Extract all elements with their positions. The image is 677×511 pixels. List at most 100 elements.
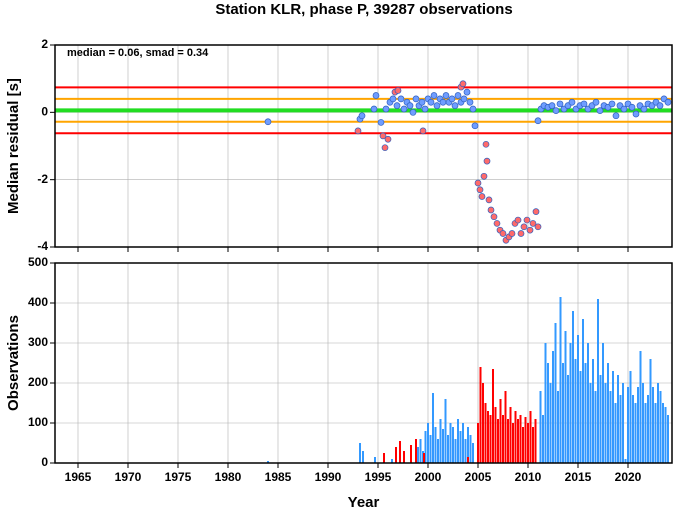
point bbox=[476, 186, 484, 194]
bar bbox=[534, 419, 537, 463]
point bbox=[454, 92, 462, 99]
bar bbox=[642, 383, 644, 463]
point bbox=[482, 140, 490, 148]
point bbox=[264, 118, 272, 126]
bar bbox=[544, 343, 547, 463]
point bbox=[529, 220, 537, 227]
bar bbox=[639, 351, 642, 463]
point bbox=[439, 98, 447, 106]
bar bbox=[462, 423, 464, 463]
point bbox=[628, 103, 636, 111]
bar bbox=[529, 411, 532, 463]
x-tick-label: 2005 bbox=[465, 470, 492, 484]
bar bbox=[267, 461, 269, 463]
bar bbox=[417, 447, 419, 463]
point bbox=[358, 112, 366, 120]
bar bbox=[524, 417, 527, 463]
y-tick-label: 0 bbox=[41, 455, 48, 469]
bar bbox=[484, 403, 487, 463]
bar bbox=[519, 415, 522, 463]
bar bbox=[612, 371, 614, 463]
y-tick-label: 0 bbox=[41, 105, 48, 119]
bar bbox=[622, 383, 624, 463]
point bbox=[499, 230, 507, 237]
point bbox=[471, 122, 479, 130]
bar bbox=[572, 311, 574, 463]
bar bbox=[383, 453, 385, 463]
bar bbox=[657, 383, 659, 463]
bar bbox=[517, 419, 519, 463]
bar bbox=[522, 427, 524, 463]
point bbox=[354, 127, 362, 135]
point bbox=[487, 206, 495, 214]
point bbox=[534, 117, 542, 125]
x-tick-label: 2020 bbox=[615, 470, 642, 484]
point bbox=[656, 102, 664, 109]
point bbox=[483, 157, 491, 165]
point bbox=[612, 112, 620, 120]
point bbox=[548, 102, 556, 109]
bar bbox=[452, 427, 454, 463]
point bbox=[592, 98, 600, 106]
bar bbox=[557, 391, 559, 463]
point bbox=[596, 107, 604, 115]
bar bbox=[444, 399, 447, 463]
bar bbox=[429, 435, 432, 463]
y-tick-label: 2 bbox=[41, 37, 48, 51]
bar bbox=[509, 407, 512, 463]
point bbox=[372, 92, 380, 99]
bar bbox=[459, 431, 462, 463]
bar bbox=[614, 403, 617, 463]
bar bbox=[419, 439, 422, 463]
point bbox=[556, 100, 564, 108]
point bbox=[421, 105, 429, 113]
x-tick-label: 2015 bbox=[565, 470, 592, 484]
x-tick-label: 2010 bbox=[515, 470, 542, 484]
bar bbox=[467, 457, 469, 463]
bar bbox=[597, 299, 599, 463]
point bbox=[523, 216, 531, 224]
bar bbox=[577, 335, 579, 463]
point bbox=[397, 95, 405, 103]
bar bbox=[624, 459, 627, 463]
bar bbox=[584, 363, 587, 463]
point bbox=[451, 102, 459, 109]
bar bbox=[477, 423, 479, 463]
bar bbox=[629, 371, 632, 463]
y-axis-label: Median residual [s] bbox=[5, 78, 22, 214]
bar bbox=[432, 393, 434, 463]
bar bbox=[487, 411, 489, 463]
bar bbox=[424, 431, 427, 463]
point bbox=[418, 98, 426, 106]
point bbox=[463, 88, 471, 96]
point bbox=[632, 110, 640, 118]
point bbox=[517, 230, 525, 237]
x-tick-label: 1965 bbox=[65, 470, 92, 484]
point bbox=[448, 95, 456, 103]
point bbox=[442, 92, 450, 99]
y-axis-label: Observations bbox=[5, 315, 22, 411]
point bbox=[480, 172, 488, 180]
point bbox=[400, 105, 408, 113]
bar bbox=[664, 407, 667, 463]
point bbox=[409, 108, 417, 116]
point bbox=[384, 135, 392, 143]
bar bbox=[395, 447, 397, 463]
point bbox=[620, 105, 628, 113]
bar bbox=[609, 391, 612, 463]
x-tick-label: 2000 bbox=[415, 470, 442, 484]
frame bbox=[54, 44, 673, 248]
point bbox=[640, 105, 648, 113]
bar bbox=[437, 439, 439, 463]
y-tick-label: 100 bbox=[28, 415, 48, 429]
bar bbox=[637, 387, 639, 463]
x-axis-label: Year bbox=[348, 494, 380, 511]
point bbox=[552, 107, 560, 115]
bar bbox=[627, 387, 629, 463]
bar bbox=[592, 359, 594, 463]
point bbox=[427, 98, 435, 106]
bar bbox=[454, 439, 457, 463]
bar bbox=[497, 419, 499, 463]
bar bbox=[514, 411, 517, 463]
